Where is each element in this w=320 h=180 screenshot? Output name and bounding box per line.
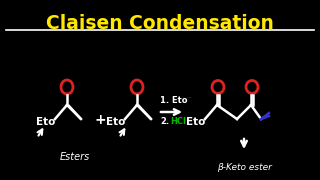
Text: Eto: Eto [36,117,55,127]
Text: Eto: Eto [106,117,125,127]
Text: Eto: Eto [186,117,205,127]
Text: +: + [94,113,106,127]
Text: β-Keto ester: β-Keto ester [217,163,271,172]
Text: Claisen Condensation: Claisen Condensation [46,14,274,33]
Text: 1. Eto: 1. Eto [160,96,188,105]
Text: Esters: Esters [60,152,90,162]
Text: ⁻: ⁻ [186,95,191,105]
Text: HCl: HCl [170,117,186,126]
Text: 2.: 2. [160,117,169,126]
